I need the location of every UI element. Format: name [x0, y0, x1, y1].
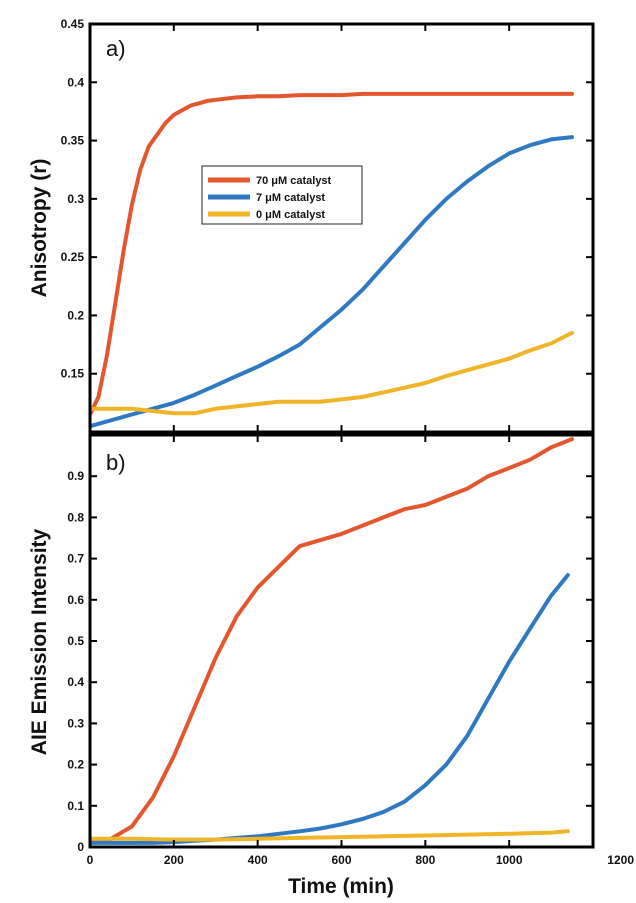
panel-a-series-line-0 — [90, 91, 574, 417]
panel-b: 0 0.1 0.2 0.3 0.4 0.5 0.6 0.7 0.8 0.9 0 200 400 600 8… — [28, 433, 634, 898]
panel-b-x-ticks: 0 200 400 600 800 1000 1200 — [87, 435, 634, 867]
panel-b-y-tick-label: 0.4 — [67, 675, 84, 689]
panel-a: 0.15 0.2 0.25 0.3 0.35 0.4 0.45 a) Anisotropy … — [28, 17, 595, 434]
panel-a-series-line-2 — [90, 330, 574, 416]
x-tick-label: 0 — [87, 853, 94, 867]
panel-b-series-line-1 — [90, 573, 570, 845]
panel-a-y-tick-label: 0.3 — [67, 192, 84, 206]
x-tick-label: 1000 — [496, 853, 523, 867]
panel-b-y-ticks: 0 0.1 0.2 0.3 0.4 0.5 0.6 0.7 0.8 0.9 — [67, 469, 593, 854]
legend-label-0: 0 μM catalyst — [256, 209, 325, 221]
panel-a-series — [90, 91, 574, 429]
panel-a-frame — [88, 22, 595, 434]
panel-b-y-tick-label: 0.2 — [67, 758, 84, 772]
x-tick-label: 200 — [164, 853, 184, 867]
legend-label-7: 7 μM catalyst — [256, 192, 325, 204]
x-axis-title: Time (min) — [288, 875, 394, 898]
panel-b-y-tick-label: 0.6 — [67, 593, 84, 607]
panel-b-label: b) — [106, 450, 126, 475]
x-tick-label: 1200 — [607, 853, 634, 867]
panel-a-y-tick-label: 0.2 — [67, 308, 84, 322]
panel-a-y-tick-label: 0.4 — [67, 75, 84, 89]
x-tick-label: 400 — [248, 853, 268, 867]
panel-a-y-tick-label: 0.45 — [61, 17, 85, 31]
panel-b-y-tick-label: 0.7 — [67, 552, 84, 566]
panel-b-series-line-0 — [90, 437, 574, 845]
panel-a-y-tick-label: 0.35 — [61, 134, 85, 148]
panel-a-label: a) — [106, 36, 126, 61]
panel-b-y-tick-label: 0.5 — [67, 634, 84, 648]
panel-b-y-tick-label: 0.3 — [67, 716, 84, 730]
panel-b-y-tick-label: 0 — [77, 840, 84, 854]
panel-a-series-line-1 — [90, 135, 574, 429]
panel-b-y-axis-title: AIE Emission Intensity — [28, 528, 51, 755]
panel-b-y-tick-label: 0.1 — [67, 799, 84, 813]
panel-b-series-line-2 — [90, 829, 570, 842]
x-tick-label: 800 — [415, 853, 435, 867]
panel-a-y-tick-label: 0.25 — [61, 250, 85, 264]
panel-a-y-axis-title: Anisotropy (r) — [28, 159, 51, 298]
legend: 70 μM catalyst 7 μM catalyst 0 μM cataly… — [201, 165, 363, 225]
x-tick-label: 600 — [331, 853, 351, 867]
panel-b-y-tick-label: 0.9 — [67, 469, 84, 483]
panel-a-y-tick-label: 0.15 — [61, 367, 85, 381]
panel-b-y-tick-label: 0.8 — [67, 510, 84, 524]
panel-b-series — [90, 437, 574, 845]
panel-b-frame — [88, 433, 595, 849]
legend-label-70: 70 μM catalyst — [256, 175, 332, 187]
